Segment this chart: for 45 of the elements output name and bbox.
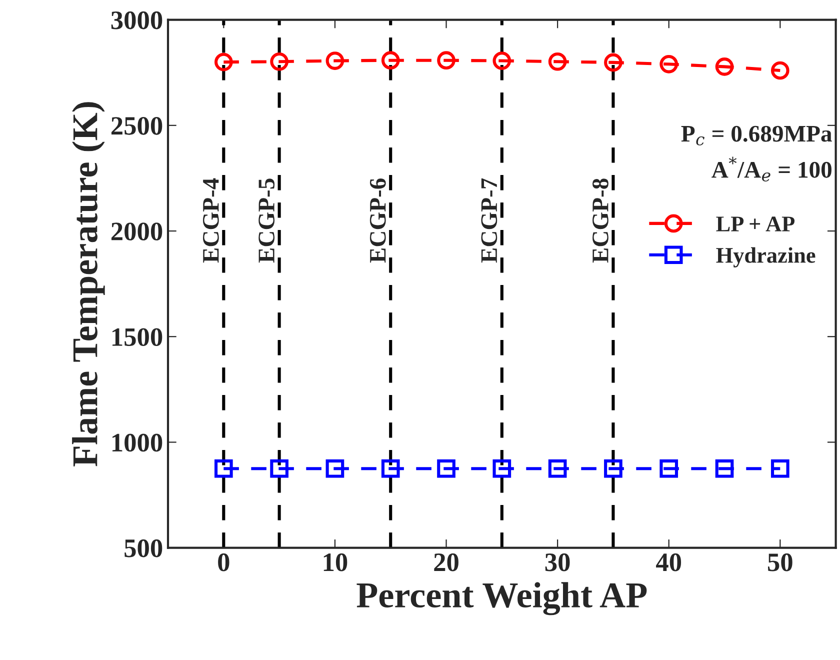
point [381, 51, 400, 70]
y-tick-label: 500 [124, 539, 162, 558]
point [604, 459, 622, 478]
y-axis-title: Flame Temperature (K) [72, 102, 105, 466]
point [326, 459, 344, 478]
point [326, 52, 344, 70]
ref-line-label: ECGP-6 [370, 178, 386, 263]
point [492, 459, 512, 478]
point [548, 459, 567, 478]
point [660, 459, 678, 478]
x-tick-label: 40 [656, 553, 682, 572]
legend-label: LP + AP [716, 216, 795, 232]
ref-line-label: ECGP-8 [592, 178, 608, 263]
y-tick-label: 3000 [111, 11, 162, 30]
point [270, 52, 288, 71]
y-tick-label: 2000 [111, 222, 162, 240]
x-axis-title: Percent Weight AP [356, 582, 647, 616]
x-tick-label: 0 [218, 553, 230, 572]
x-tick-label: 50 [768, 553, 792, 572]
point [492, 52, 512, 70]
point [437, 51, 456, 70]
point [770, 459, 790, 478]
point [214, 52, 233, 72]
annotation: P$_{c}$ = 0.689MPa [681, 126, 832, 146]
point [770, 61, 790, 80]
point [381, 459, 400, 478]
point [715, 58, 734, 76]
point [715, 459, 734, 478]
x-tick-label: 30 [545, 553, 570, 572]
point [214, 459, 233, 478]
x-tick-label: 10 [324, 553, 348, 572]
y-tick-label: 1000 [112, 434, 162, 452]
point [660, 54, 678, 74]
point [548, 52, 567, 71]
x-tick-label: 20 [434, 553, 458, 572]
annotation: A$^{*}$/A$_{e}$ = 100 [712, 156, 832, 182]
ref-line-label: ECGP-5 [258, 178, 275, 263]
legend-label: Hydrazine [716, 247, 816, 268]
point [437, 459, 456, 478]
point [270, 459, 288, 478]
y-tick-label: 2500 [111, 117, 162, 135]
point [604, 53, 622, 72]
ref-line-label: ECGP-7 [481, 178, 498, 263]
y-tick-label: 1500 [112, 328, 162, 346]
ref-line-label: ECGP-4 [202, 178, 219, 263]
